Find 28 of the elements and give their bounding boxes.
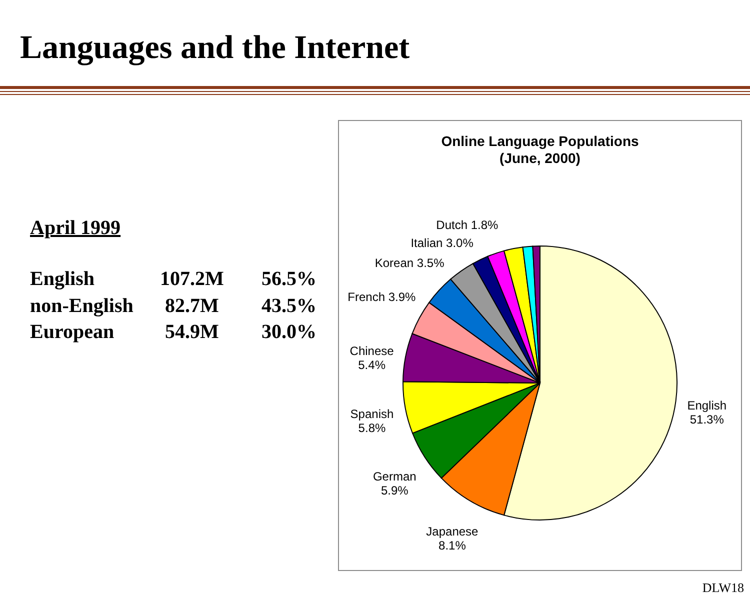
text: 82.7M xyxy=(165,294,219,318)
text: 43.5% xyxy=(262,294,316,318)
chart-title: Online Language Populations xyxy=(441,133,639,149)
data-label: 5.4% xyxy=(358,358,386,372)
text: Languages and the Internet xyxy=(20,29,410,67)
slice-label: Spanish xyxy=(350,407,394,422)
text: 30.0% xyxy=(262,320,316,344)
slice-label: English xyxy=(687,398,727,412)
category-label: European xyxy=(30,320,114,344)
chart-subtitle: (June, 2000) xyxy=(500,150,580,166)
text: DLW18 xyxy=(702,580,744,596)
data-label: 51.3% xyxy=(690,412,724,426)
category-label: English xyxy=(30,267,94,291)
text: 56.5% xyxy=(262,267,316,291)
text: 54.9M xyxy=(165,320,219,344)
slice-label: French 3.9% xyxy=(348,290,416,304)
slice-label: Japanese xyxy=(426,524,479,538)
data-label: 8.1% xyxy=(438,538,466,552)
slice-label: Chinese xyxy=(350,344,394,358)
text: 107.2M xyxy=(160,267,224,291)
text: April 1999 xyxy=(30,216,121,240)
category-label: non-English xyxy=(30,294,134,318)
data-label: 5.9% xyxy=(380,483,409,498)
slice-label: Korean 3.5% xyxy=(374,256,445,270)
data-label: 5.8% xyxy=(358,421,386,436)
slice-label: German xyxy=(372,469,416,484)
slice-label: Italian 3.0% xyxy=(410,236,474,250)
slice-label: Dutch 1.8% xyxy=(436,218,499,232)
